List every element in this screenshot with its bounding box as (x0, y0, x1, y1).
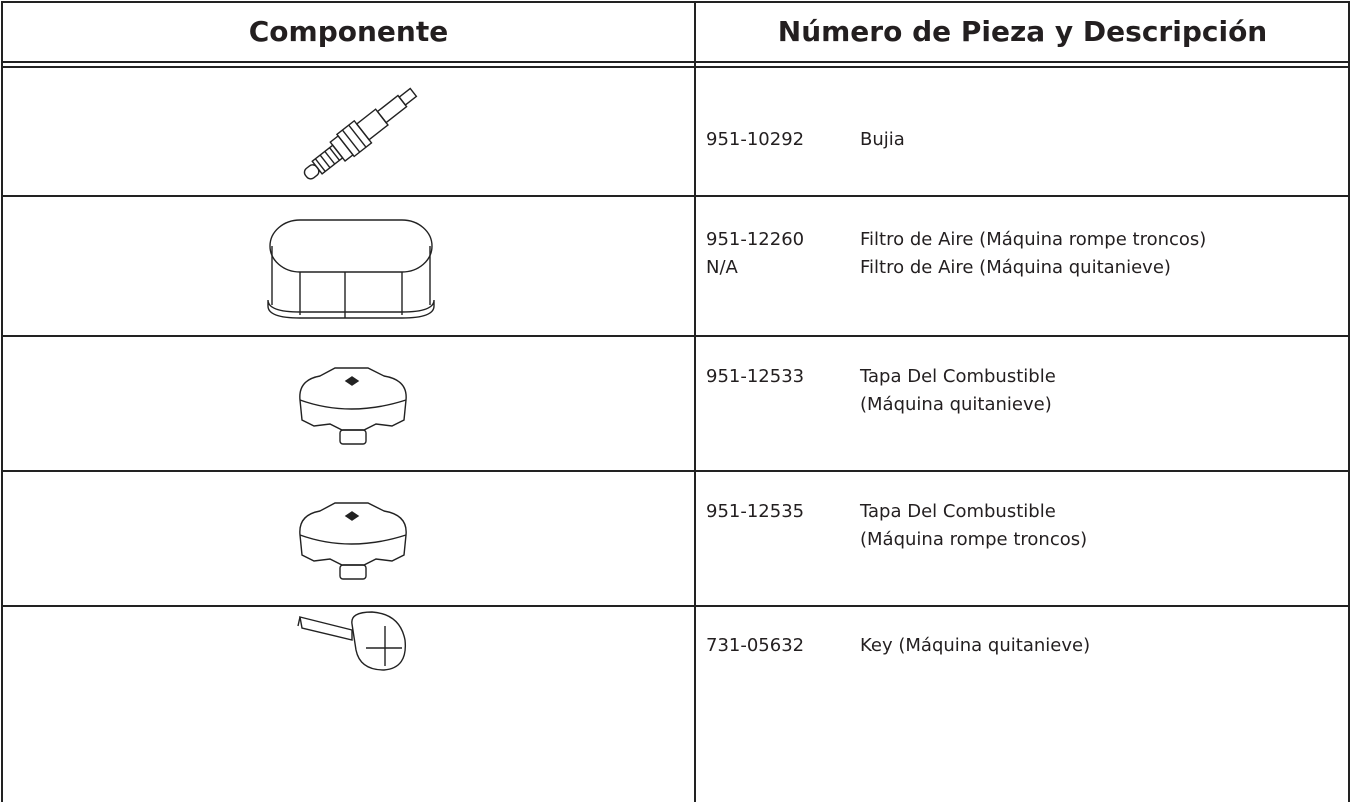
part-number: 951-12260 (706, 229, 805, 250)
part-description: Bujia (860, 129, 905, 150)
part-number: 951-12535 (706, 501, 805, 522)
part-description: Tapa Del Combustible (860, 366, 1056, 387)
part-description: (Máquina rompe troncos) (860, 529, 1088, 550)
part-number: 951-12533 (706, 366, 805, 387)
part-description: Key (Máquina quitanieve) (860, 635, 1091, 656)
part-description: Filtro de Aire (Máquina rompe troncos) (860, 229, 1207, 250)
key-icon (297, 611, 407, 671)
fuel-cap-icon (299, 367, 407, 445)
spark-plug-icon (303, 87, 418, 180)
part-number: N/A (706, 257, 738, 278)
part-number: 731-05632 (706, 635, 805, 656)
column-header: Componente (248, 15, 449, 48)
fuel-cap-icon (299, 502, 407, 580)
part-description: (Máquina quitanieve) (860, 394, 1052, 415)
part-number: 951-10292 (706, 129, 805, 150)
column-header: Número de Pieza y Descripción (777, 15, 1268, 48)
part-description: Filtro de Aire (Máquina quitanieve) (860, 257, 1171, 278)
part-description: Tapa Del Combustible (860, 501, 1056, 522)
air-filter-icon (267, 219, 435, 319)
